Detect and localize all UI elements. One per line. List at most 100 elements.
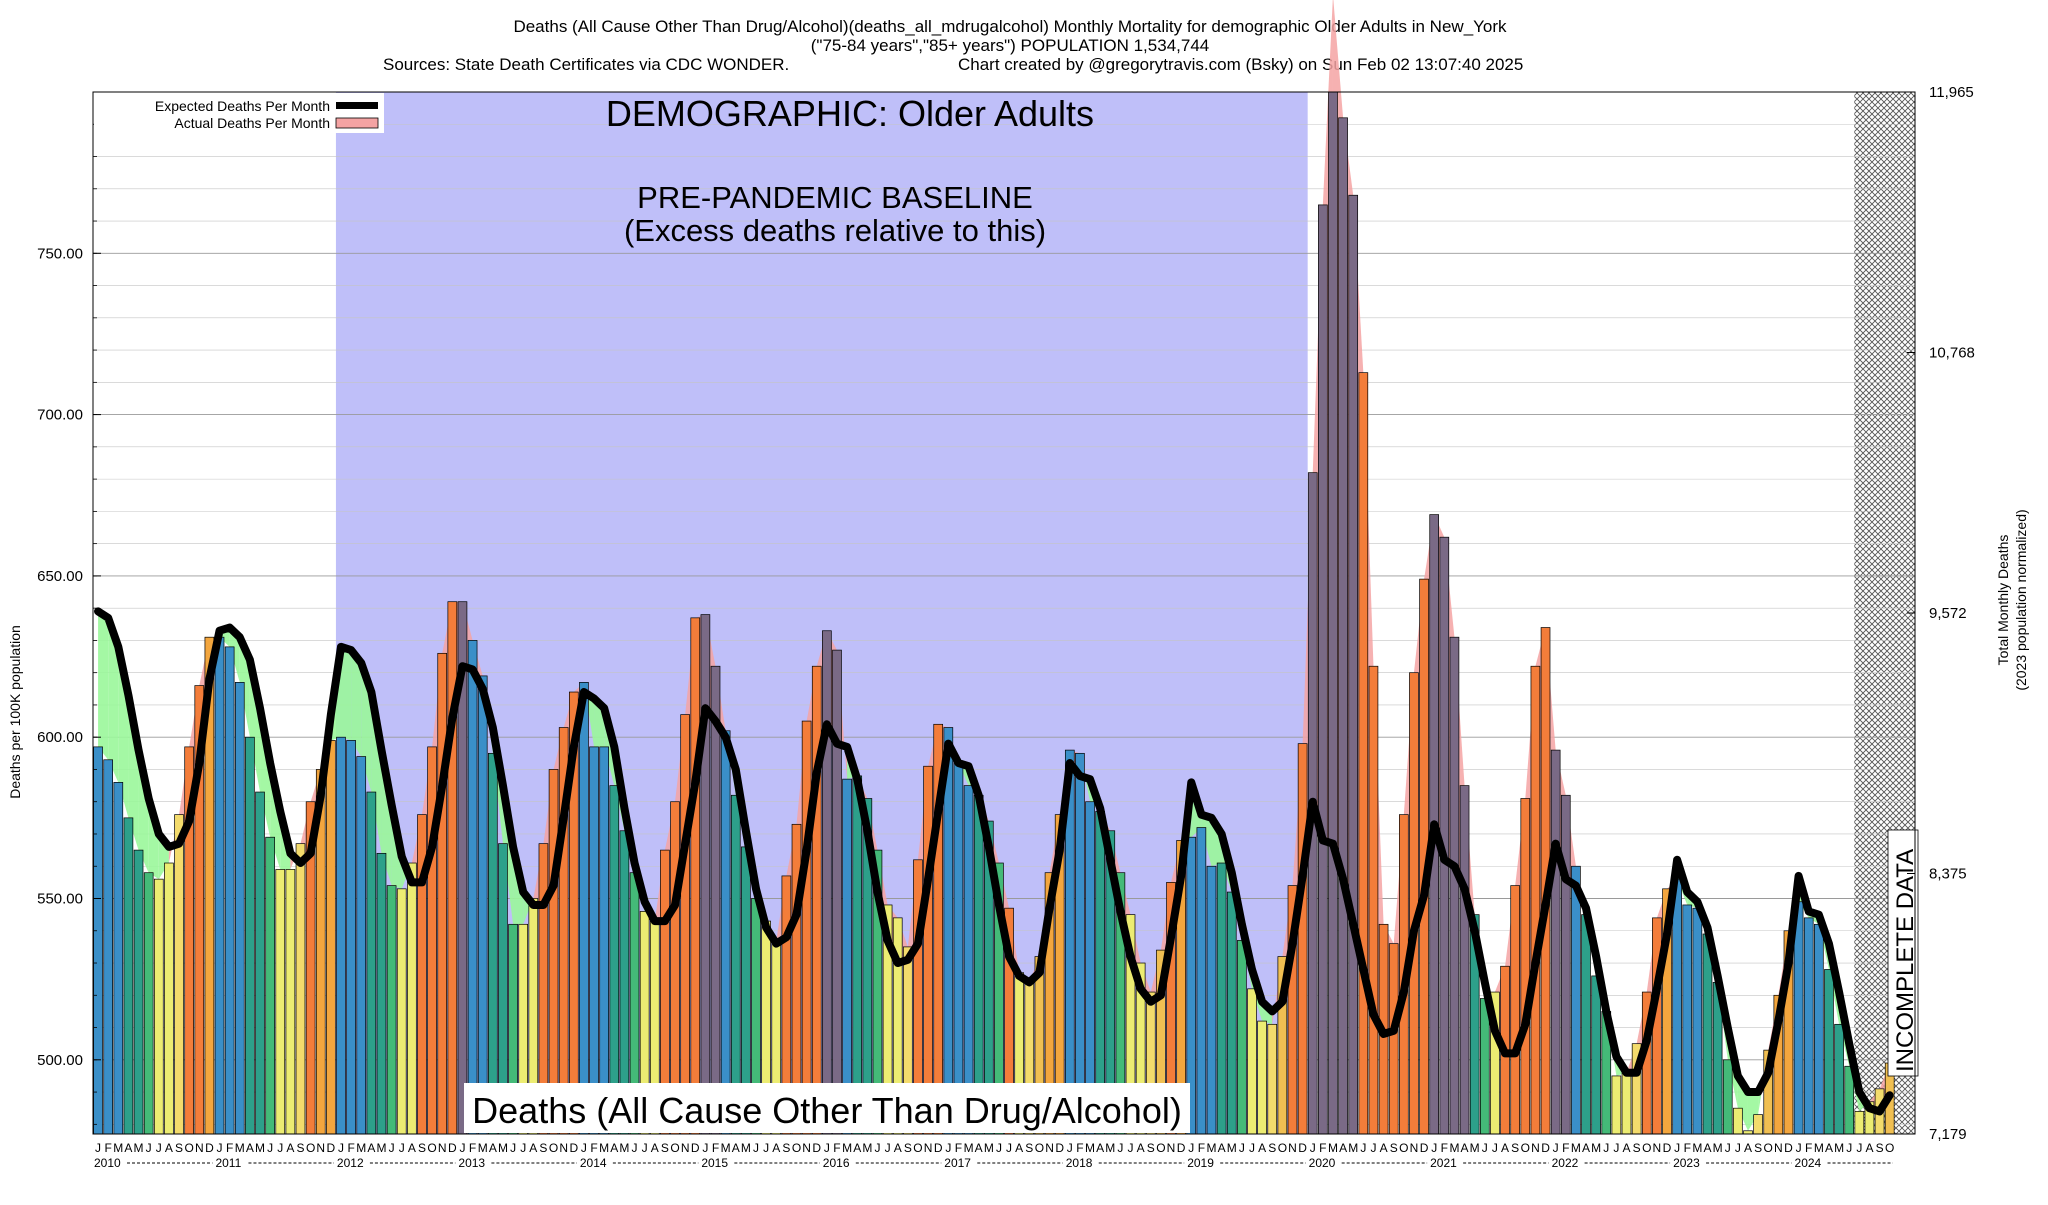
month-tick-label: J bbox=[1239, 1141, 1245, 1155]
month-tick-label: S bbox=[1876, 1141, 1884, 1155]
month-tick-label: A bbox=[894, 1141, 902, 1155]
month-tick-label: J bbox=[581, 1141, 587, 1155]
month-tick-label: J bbox=[702, 1141, 708, 1155]
bar bbox=[214, 636, 225, 1135]
baseline-region bbox=[335, 92, 1308, 1134]
month-tick-label: S bbox=[1633, 1141, 1641, 1155]
month-tick-label: M bbox=[984, 1141, 994, 1155]
bar bbox=[113, 782, 124, 1135]
bar bbox=[326, 740, 336, 1135]
month-tick-label: J bbox=[1856, 1141, 1862, 1155]
bar bbox=[1702, 933, 1713, 1135]
bar bbox=[852, 775, 863, 1135]
y-axis-label: Deaths per 100K population bbox=[7, 625, 23, 799]
month-tick-label: M bbox=[1692, 1141, 1702, 1155]
legend-entry-actual: Actual Deaths Per Month bbox=[174, 115, 330, 131]
month-tick-label: M bbox=[721, 1141, 731, 1155]
month-tick-label: J bbox=[945, 1141, 951, 1155]
bar bbox=[174, 814, 184, 1135]
month-tick-label: F bbox=[469, 1141, 476, 1155]
bar bbox=[710, 665, 721, 1135]
bar bbox=[265, 836, 275, 1135]
month-tick-label: J bbox=[277, 1141, 283, 1155]
bar bbox=[1510, 885, 1520, 1135]
month-tick-label: M bbox=[1834, 1141, 1844, 1155]
month-tick-label: J bbox=[1725, 1141, 1731, 1155]
month-tick-label: J bbox=[753, 1141, 759, 1155]
title-line-1: Deaths (All Cause Other Than Drug/Alcoho… bbox=[513, 17, 1507, 36]
month-tick-label: M bbox=[964, 1141, 974, 1155]
month-tick-label: S bbox=[1268, 1141, 1276, 1155]
bar bbox=[396, 888, 407, 1135]
month-tick-label: O bbox=[1764, 1141, 1773, 1155]
month-tick-label: O bbox=[1278, 1141, 1287, 1155]
month-tick-label: A bbox=[1380, 1141, 1388, 1155]
y2-tick-label: 8,375 bbox=[1929, 866, 1967, 883]
bar bbox=[285, 869, 296, 1135]
month-tick-label: M bbox=[1814, 1141, 1824, 1155]
baseline-label-line-2: (Excess deaths relative to this) bbox=[624, 213, 1046, 248]
month-tick-label: S bbox=[296, 1141, 304, 1155]
y2-axis-label-line-2: (2023 population normalized) bbox=[2013, 509, 2029, 690]
year-tick-label: 2022 bbox=[1552, 1156, 1579, 1170]
month-tick-label: N bbox=[1288, 1141, 1297, 1155]
bar bbox=[1075, 752, 1085, 1135]
month-tick-label: M bbox=[842, 1141, 852, 1155]
month-tick-label: D bbox=[569, 1141, 578, 1155]
month-tick-label: J bbox=[95, 1141, 101, 1155]
month-tick-label: D bbox=[1055, 1141, 1064, 1155]
excess-fill-segment bbox=[168, 814, 180, 864]
year-tick-label: 2017 bbox=[944, 1156, 971, 1170]
bar bbox=[801, 720, 812, 1135]
excess-fill-segment bbox=[836, 650, 848, 780]
month-tick-label: A bbox=[489, 1141, 497, 1155]
bottom-label-box bbox=[464, 1083, 1190, 1133]
excess-fill-segment bbox=[128, 695, 139, 851]
title-line-3: Sources: State Death Certificates via CD… bbox=[383, 55, 789, 74]
month-tick-label: M bbox=[741, 1141, 751, 1155]
bar bbox=[1672, 878, 1682, 1135]
month-tick-label: S bbox=[661, 1141, 669, 1155]
month-tick-label: A bbox=[124, 1141, 132, 1155]
bar bbox=[1814, 923, 1824, 1135]
bar bbox=[1571, 865, 1581, 1135]
month-tick-label: M bbox=[1348, 1141, 1358, 1155]
incomplete-label-box bbox=[1887, 829, 1919, 1077]
month-tick-label: J bbox=[642, 1141, 648, 1155]
excess-fill-segment bbox=[249, 659, 261, 793]
month-tick-label: O bbox=[1642, 1141, 1651, 1155]
legend-swatch-actual bbox=[335, 117, 379, 129]
y2-axis-label-line-1: Total Monthly Deaths bbox=[1995, 535, 2011, 666]
month-tick-label: N bbox=[1045, 1141, 1054, 1155]
month-tick-label: A bbox=[1582, 1141, 1590, 1155]
bar bbox=[589, 746, 599, 1135]
bar bbox=[842, 778, 852, 1135]
legend-entry-expected: Expected Deaths Per Month bbox=[155, 98, 330, 114]
month-tick-label: M bbox=[1470, 1141, 1480, 1155]
bar bbox=[336, 736, 346, 1135]
month-tick-label: A bbox=[529, 1141, 537, 1155]
bar bbox=[123, 817, 134, 1135]
month-tick-label: D bbox=[1420, 1141, 1429, 1155]
month-tick-label: M bbox=[235, 1141, 245, 1155]
month-tick-label: O bbox=[1399, 1141, 1408, 1155]
month-tick-label: F bbox=[1805, 1141, 1812, 1155]
bar bbox=[1216, 862, 1227, 1135]
month-tick-label: D bbox=[448, 1141, 457, 1155]
month-tick-label: J bbox=[1735, 1141, 1741, 1155]
bar bbox=[1581, 914, 1591, 1135]
month-tick-label: J bbox=[874, 1141, 880, 1155]
month-tick-label: M bbox=[356, 1141, 366, 1155]
month-tick-label: D bbox=[1663, 1141, 1672, 1155]
bar bbox=[1834, 1023, 1844, 1135]
bar bbox=[1550, 749, 1561, 1135]
y-tick-label: 650.00 bbox=[37, 568, 83, 585]
month-tick-label: N bbox=[1653, 1141, 1662, 1155]
year-tick-label: 2014 bbox=[580, 1156, 607, 1170]
baseline-shade bbox=[335, 92, 1308, 1134]
month-tick-label: M bbox=[1328, 1141, 1338, 1155]
month-tick-label: M bbox=[1449, 1141, 1459, 1155]
bar bbox=[1257, 1020, 1267, 1135]
